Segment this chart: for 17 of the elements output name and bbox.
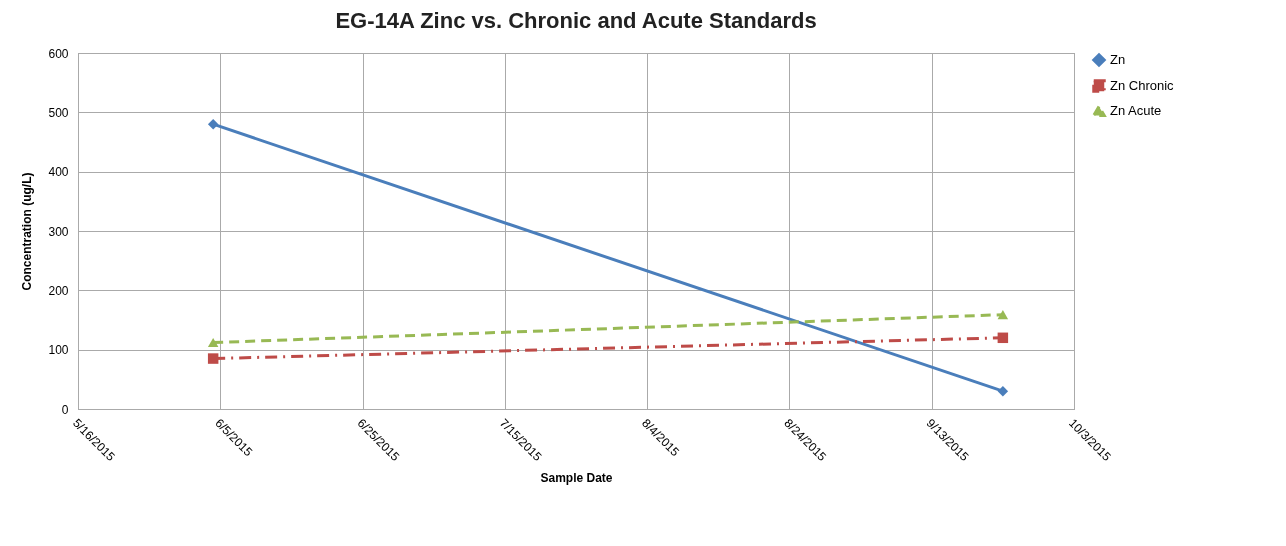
legend-label: Zn Chronic bbox=[1110, 78, 1175, 93]
y-tick-label: 500 bbox=[48, 105, 69, 120]
legend-label: Zn bbox=[1110, 52, 1126, 67]
chart-title: EG-14A Zinc vs. Chronic and Acute Standards bbox=[335, 8, 817, 33]
y-tick-label: 200 bbox=[48, 283, 69, 298]
y-tick-label: 400 bbox=[48, 165, 69, 180]
legend-label: Zn Acute bbox=[1110, 103, 1162, 118]
y-tick-label: 0 bbox=[61, 402, 69, 417]
x-axis-title: Sample Date bbox=[540, 471, 613, 486]
y-tick-label: 100 bbox=[48, 343, 69, 358]
y-tick-label: 600 bbox=[48, 46, 69, 61]
point bbox=[207, 118, 219, 130]
point bbox=[997, 385, 1009, 397]
y-axis-title: Concentration (ug/L) bbox=[20, 172, 35, 291]
point bbox=[997, 332, 1009, 344]
y-tick-label: 300 bbox=[48, 224, 69, 239]
point bbox=[207, 353, 219, 364]
